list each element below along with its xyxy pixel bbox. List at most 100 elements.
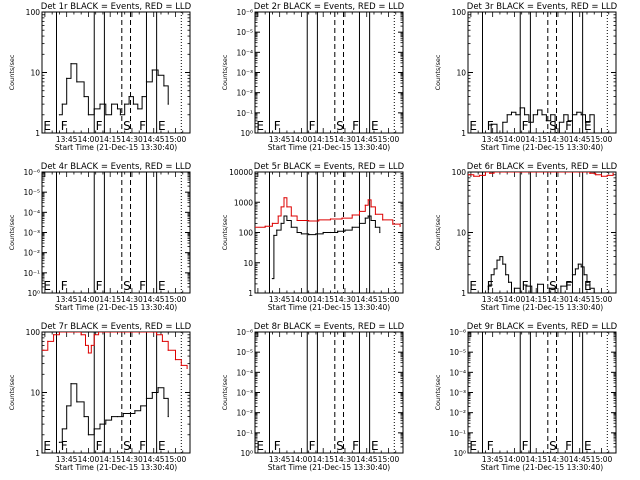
x-tick-label: 15:00 [591, 455, 613, 464]
data-point-events [379, 231, 381, 234]
data-point-events [70, 63, 72, 65]
x-tick-label: 14:00 [78, 295, 100, 304]
period-marker-f: F [61, 439, 68, 453]
data-point-events [167, 415, 169, 418]
data-point-lld [308, 220, 310, 222]
y-tick-label: 10⁰ [240, 449, 253, 458]
x-tick-label: 15:00 [165, 135, 187, 144]
x-tick-label: 15:00 [165, 455, 187, 464]
data-point-lld [370, 206, 372, 208]
data-point-lld [296, 219, 298, 222]
data-point-events [541, 114, 543, 116]
y-tick-label: 10⁻¹ [236, 109, 253, 118]
y-tick-label: 1 [461, 129, 466, 138]
data-point-events [157, 387, 159, 389]
period-marker-e: E [584, 119, 592, 133]
data-point-events [525, 285, 527, 287]
data-point-events [105, 114, 107, 116]
data-point-events [554, 292, 556, 293]
x-tick-label: 14:45 [143, 455, 165, 464]
y-tick-label: 10⁻⁶ [236, 328, 253, 337]
period-marker-f: F [522, 119, 529, 133]
period-marker-f: F [565, 439, 572, 453]
data-point-lld [156, 334, 158, 336]
x-tick-label: 14:15 [525, 295, 547, 304]
data-point-events [496, 132, 498, 133]
panel-title: Det 1r BLACK = Events, RED = LLD [41, 2, 192, 12]
plot-frame [467, 331, 617, 454]
data-point-events [76, 401, 78, 403]
x-axis-label: Start Time (21-Dec-15 13:30:40) [268, 143, 390, 152]
data-point-events [560, 285, 562, 287]
data-point-lld [131, 332, 133, 333]
x-tick-label: 14:45 [569, 295, 591, 304]
y-tick-label: 10⁻⁴ [23, 208, 40, 217]
data-point-events [99, 423, 101, 425]
data-point-events [163, 85, 165, 87]
x-tick-label: 14:30 [121, 455, 143, 464]
data-point-events [537, 109, 539, 111]
period-marker-f: F [96, 439, 103, 453]
x-tick-label: 14:00 [291, 455, 313, 464]
data-point-lld [473, 175, 475, 177]
y-tick-label: 1 [35, 129, 40, 138]
data-point-lld [145, 332, 148, 333]
data-point-lld [493, 172, 495, 173]
data-point-events [141, 95, 143, 98]
series-line-lld [255, 197, 401, 228]
data-point-lld [174, 358, 177, 361]
period-marker-f: F [61, 119, 68, 133]
x-tick-label: 14:30 [334, 295, 356, 304]
x-tick-label: 14:30 [334, 135, 356, 144]
x-tick-label: 14:15 [525, 135, 547, 144]
y-tick-label: 10⁻⁶ [23, 168, 40, 177]
x-tick-label: 13:45 [482, 295, 504, 304]
data-point-lld [277, 215, 279, 217]
y-tick-label: 10 [456, 229, 466, 238]
period-marker-f: F [565, 119, 572, 133]
period-marker-e: E [371, 439, 379, 453]
data-point-lld [53, 334, 55, 336]
period-marker-f: F [139, 119, 146, 133]
series-line-lld [42, 332, 188, 369]
plot-frame [254, 331, 404, 454]
data-point-lld [479, 174, 481, 176]
panel-title: Det 5r BLACK = Events, RED = LLD [254, 162, 405, 172]
period-marker-f: F [487, 439, 494, 453]
data-point-events [528, 121, 530, 123]
period-marker-e: E [43, 119, 51, 133]
x-tick-label: 15:00 [378, 135, 400, 144]
data-point-events [510, 292, 513, 293]
y-tick-label: 10⁻⁶ [236, 8, 253, 17]
x-tick-label: 14:45 [356, 295, 378, 304]
y-tick-label: 1000 [234, 198, 253, 207]
data-point-lld [84, 344, 87, 347]
panel-det-1: Det 1r BLACK = Events, RED = LLD 1 10 100 13… [8, 2, 192, 152]
period-marker-e: E [469, 439, 477, 453]
data-point-lld [186, 367, 188, 370]
x-tick-label: 14:15 [99, 135, 121, 144]
x-tick-label: 14:00 [78, 455, 100, 464]
x-tick-label: 14:00 [78, 135, 100, 144]
data-point-lld [550, 172, 552, 173]
data-point-events [576, 111, 578, 113]
data-point-events [583, 274, 585, 276]
y-tick-label: 1 [248, 289, 253, 298]
data-point-lld [341, 217, 343, 219]
x-tick-label: 13:45 [482, 135, 504, 144]
y-tick-label: 10⁻¹ [23, 269, 40, 278]
x-tick-label: 14:45 [143, 295, 165, 304]
period-marker-s: S [336, 119, 344, 133]
data-point-lld [484, 172, 487, 173]
x-tick-label: 14:30 [547, 135, 569, 144]
data-point-events [87, 114, 90, 116]
data-point-events [76, 81, 78, 83]
data-point-events [374, 226, 377, 228]
y-tick-label: 100 [239, 229, 254, 238]
data-point-lld [80, 334, 82, 336]
data-point-lld [47, 340, 49, 342]
data-point-events [124, 103, 126, 105]
data-point-events [83, 415, 85, 418]
y-tick-label: 10⁻⁴ [236, 368, 253, 377]
